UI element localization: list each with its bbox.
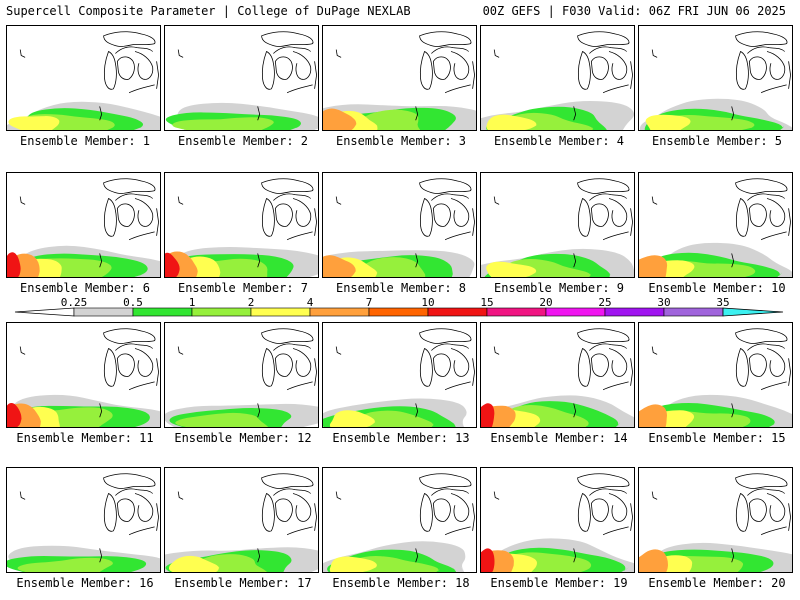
ensemble-map-panel — [638, 25, 793, 131]
colorbar-segment — [73, 307, 134, 317]
colorbar-segment — [191, 307, 252, 317]
colorbar-segment — [486, 307, 547, 317]
colorbar-tick-label: 10 — [421, 296, 434, 309]
scp-contour-shading — [486, 261, 538, 277]
ensemble-member-label: Ensemble Member: 20 — [648, 576, 786, 590]
scp-contour-shading — [175, 412, 269, 427]
ensemble-map-panel — [638, 467, 793, 573]
colorbar-tick-label: 35 — [716, 296, 729, 309]
scp-contour-shading — [168, 555, 220, 572]
colorbar-segment — [309, 307, 370, 317]
scp-contour-shading — [323, 108, 358, 130]
ensemble-member-label: Ensemble Member: 6 — [19, 281, 151, 295]
scp-contour-shading — [645, 114, 691, 130]
ensemble-map-panel — [480, 172, 635, 278]
ensemble-map-panel — [164, 172, 319, 278]
colorbar-tick-label: 25 — [598, 296, 611, 309]
ensemble-map-panel — [638, 172, 793, 278]
scp-contour-shading — [323, 255, 357, 277]
scp-contour-shading — [481, 548, 495, 572]
colorbar-segment — [368, 307, 429, 317]
ensemble-map-panel — [6, 25, 161, 131]
ensemble-map-panel — [480, 25, 635, 131]
ensemble-member-label: Ensemble Member: 11 — [16, 431, 154, 445]
colorbar-segment — [545, 307, 606, 317]
ensemble-member-label: Ensemble Member: 7 — [177, 281, 309, 295]
ensemble-member-label: Ensemble Member: 8 — [335, 281, 467, 295]
colorbar-tick-label: 0.5 — [123, 296, 143, 309]
ensemble-member-label: Ensemble Member: 4 — [493, 134, 625, 148]
colorbar-segment — [132, 307, 193, 317]
scp-contour-shading — [8, 116, 60, 130]
ensemble-member-label: Ensemble Member: 15 — [648, 431, 786, 445]
scp-contour-shading — [7, 252, 21, 277]
ensemble-member-label: Ensemble Member: 12 — [174, 431, 312, 445]
chart-title: Supercell Composite Parameter | College … — [6, 4, 411, 18]
scp-contour-shading — [329, 410, 376, 427]
scp-contour-shading — [165, 252, 180, 277]
colorbar-tick-label: 15 — [480, 296, 493, 309]
ensemble-map-panel — [164, 322, 319, 428]
ensemble-member-label: Ensemble Member: 16 — [16, 576, 154, 590]
scp-contour-shading — [172, 117, 274, 130]
ensemble-member-label: Ensemble Member: 13 — [332, 431, 470, 445]
ensemble-member-label: Ensemble Member: 18 — [332, 576, 470, 590]
scp-contour-shading — [486, 114, 538, 130]
ensemble-map-panel — [322, 172, 477, 278]
colorbar-segment — [663, 307, 724, 317]
ensemble-map-panel — [322, 322, 477, 428]
colorbar-segment — [604, 307, 665, 317]
ensemble-map-panel — [480, 322, 635, 428]
colorbar-tick-label: 0.25 — [61, 296, 88, 309]
ensemble-member-label: Ensemble Member: 10 — [648, 281, 786, 295]
colorbar-tick-label: 4 — [307, 296, 314, 309]
colorbar-tick-label: 7 — [366, 296, 373, 309]
ensemble-member-label: Ensemble Member: 3 — [335, 134, 467, 148]
colorbar-segment — [250, 307, 311, 317]
ensemble-map-panel — [322, 25, 477, 131]
colorbar-segment — [427, 307, 488, 317]
scp-contour-shading — [481, 403, 495, 427]
scp-contour-shading — [17, 557, 113, 572]
ensemble-member-label: Ensemble Member: 9 — [493, 281, 625, 295]
ensemble-member-label: Ensemble Member: 2 — [177, 134, 309, 148]
colorbar-over-arrow — [722, 307, 784, 317]
ensemble-member-label: Ensemble Member: 19 — [490, 576, 628, 590]
colorbar-tick-label: 1 — [189, 296, 196, 309]
ensemble-map-panel — [322, 467, 477, 573]
ensemble-member-label: Ensemble Member: 17 — [174, 576, 312, 590]
scp-contour-shading — [639, 404, 667, 427]
ensemble-member-label: Ensemble Member: 5 — [651, 134, 783, 148]
ensemble-map-panel — [480, 467, 635, 573]
state-boundary-basemap — [177, 328, 317, 418]
ensemble-map-panel — [164, 467, 319, 573]
ensemble-map-panel — [6, 322, 161, 428]
ensemble-member-label: Ensemble Member: 1 — [19, 134, 151, 148]
colorbar-tick-label: 20 — [539, 296, 552, 309]
ensemble-map-panel — [638, 322, 793, 428]
ensemble-member-label: Ensemble Member: 14 — [490, 431, 628, 445]
scp-contour-shading — [639, 255, 668, 277]
run-valid-time: 00Z GEFS | F030 Valid: 06Z FRI JUN 06 20… — [482, 4, 786, 18]
scp-contour-shading — [7, 403, 22, 427]
scp-contour-shading — [639, 549, 669, 572]
colorbar-tick-label: 2 — [248, 296, 255, 309]
scp-contour-shading — [329, 556, 379, 572]
colorbar-under-arrow — [14, 307, 75, 317]
ensemble-map-panel — [6, 172, 161, 278]
ensemble-map-panel — [6, 467, 161, 573]
colorbar-tick-label: 30 — [657, 296, 670, 309]
ensemble-map-panel — [164, 25, 319, 131]
color-scale-bar: 0.25 0.5 1 2 4 7 10 15 20 25 30 35 — [14, 296, 784, 317]
